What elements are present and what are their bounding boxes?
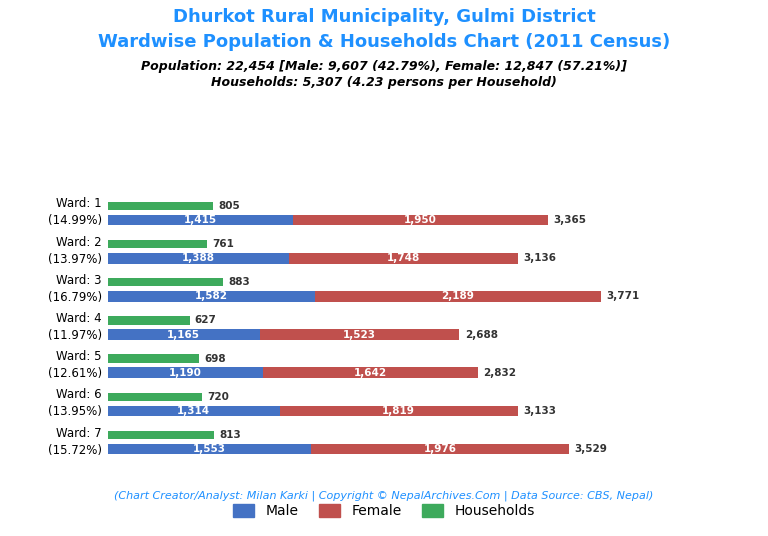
Text: 813: 813 (219, 430, 241, 440)
Text: 1,190: 1,190 (169, 368, 202, 378)
Bar (108, 316, 190, 325)
Legend: Male, Female, Households: Male, Female, Households (228, 498, 540, 524)
Bar (108, 354, 199, 363)
Text: 761: 761 (213, 239, 234, 249)
Bar (108, 368, 263, 378)
Bar (290, 253, 518, 264)
Text: 2,688: 2,688 (465, 330, 498, 340)
Text: 1,950: 1,950 (404, 215, 437, 225)
Text: 720: 720 (207, 392, 229, 402)
Bar (315, 291, 601, 302)
Text: 1,819: 1,819 (382, 406, 415, 416)
Bar (108, 202, 213, 210)
Bar (108, 393, 202, 401)
Text: 3,771: 3,771 (607, 292, 640, 301)
Text: Wardwise Population & Households Chart (2011 Census): Wardwise Population & Households Chart (… (98, 33, 670, 51)
Text: 1,642: 1,642 (354, 368, 387, 378)
Bar (108, 406, 280, 416)
Bar (108, 240, 207, 248)
Text: 1,523: 1,523 (343, 330, 376, 340)
Text: 1,165: 1,165 (167, 330, 200, 340)
Bar (108, 291, 315, 302)
Text: 1,314: 1,314 (177, 406, 210, 416)
Text: 1,976: 1,976 (424, 444, 457, 454)
Bar (263, 368, 478, 378)
Bar (108, 215, 293, 226)
Bar (260, 329, 459, 340)
Bar (293, 215, 548, 226)
Text: (Chart Creator/Analyst: Milan Karki | Copyright © NepalArchives.Com | Data Sourc: (Chart Creator/Analyst: Milan Karki | Co… (114, 490, 654, 501)
Text: 2,832: 2,832 (484, 368, 517, 378)
Bar (311, 444, 570, 455)
Text: Population: 22,454 [Male: 9,607 (42.79%), Female: 12,847 (57.21%)]: Population: 22,454 [Male: 9,607 (42.79%)… (141, 60, 627, 73)
Bar (108, 329, 260, 340)
Text: Households: 5,307 (4.23 persons per Household): Households: 5,307 (4.23 persons per Hous… (211, 76, 557, 89)
Text: 805: 805 (218, 201, 240, 211)
Text: 3,136: 3,136 (523, 253, 556, 263)
Text: 2,189: 2,189 (442, 292, 475, 301)
Text: 1,415: 1,415 (184, 215, 217, 225)
Bar (280, 406, 518, 416)
Text: 3,365: 3,365 (553, 215, 586, 225)
Text: Dhurkot Rural Municipality, Gulmi District: Dhurkot Rural Municipality, Gulmi Distri… (173, 8, 595, 26)
Text: 1,553: 1,553 (193, 444, 226, 454)
Text: 1,388: 1,388 (182, 253, 215, 263)
Bar (108, 444, 311, 455)
Text: 3,529: 3,529 (574, 444, 607, 454)
Bar (108, 253, 290, 264)
Text: 3,133: 3,133 (523, 406, 556, 416)
Bar (108, 431, 214, 439)
Text: 883: 883 (228, 277, 250, 287)
Text: 698: 698 (204, 354, 226, 363)
Text: 1,582: 1,582 (194, 292, 227, 301)
Text: 1,748: 1,748 (387, 253, 420, 263)
Text: 627: 627 (195, 316, 217, 325)
Bar (108, 278, 223, 286)
